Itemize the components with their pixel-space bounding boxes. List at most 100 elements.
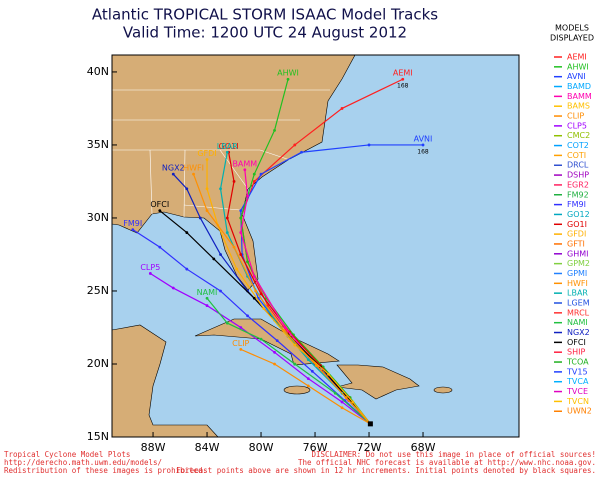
- track-label: AVNI: [414, 134, 433, 143]
- border: [183, 149, 186, 218]
- border: [149, 149, 153, 215]
- forecast-point: [306, 358, 310, 362]
- forecast-point: [235, 267, 239, 271]
- forecast-point: [252, 180, 256, 183]
- forecast-point: [300, 150, 303, 154]
- y-tick-label: 35N: [87, 138, 109, 151]
- subtitle: Valid Time: 1200 UTC 24 August 2012: [123, 24, 407, 42]
- forecast-point: [306, 384, 310, 388]
- forecast-point: [310, 369, 314, 373]
- forecast-point: [205, 304, 209, 307]
- track-label: HWFI: [183, 164, 204, 173]
- legend-label: GPMI: [567, 269, 587, 278]
- forecast-point: [327, 372, 330, 376]
- track: [206, 297, 371, 425]
- border: [219, 149, 249, 190]
- forecast-point: [171, 286, 175, 290]
- tracks: AEMI 168 AVNI 168 AHWI NGX2 GO1I BAMM OFCI FM9I CL…: [123, 69, 432, 427]
- forecast-point: [246, 314, 249, 318]
- track-label: GO1I: [219, 142, 239, 151]
- track: [192, 173, 371, 425]
- border: [112, 149, 291, 161]
- forecast-point: [273, 128, 276, 132]
- footer-right: DISCLAIMER: Do not use this image in pla…: [312, 450, 596, 459]
- land-hispaniola: [336, 364, 420, 400]
- forecast-point: [232, 180, 236, 183]
- x-tick-label: 68W: [411, 441, 436, 454]
- legend-label: TVCA: [566, 377, 589, 386]
- hour-label: 168: [397, 83, 409, 90]
- y-tick-label: 20N: [87, 357, 109, 370]
- forecast-point: [283, 326, 287, 329]
- land-puerto-rico: [433, 386, 453, 394]
- forecast-point: [306, 377, 310, 380]
- footer-right: The official NHC forecast is available a…: [298, 458, 596, 467]
- legend-title: DISPLAYED: [550, 34, 594, 43]
- legend-label: BAMD: [567, 82, 591, 91]
- legend-label: FM9I: [567, 200, 586, 209]
- legend-label: OFCI: [567, 338, 586, 347]
- forecast-point: [239, 216, 243, 220]
- legend-label: TVCE: [566, 387, 588, 396]
- forecast-point: [259, 337, 263, 341]
- legend-label: GHMI: [567, 249, 588, 258]
- footer-right: Forecast points above are shown in 12 hr…: [176, 466, 596, 475]
- forecast-point: [205, 209, 209, 213]
- footer-left: http://derecho.math.uwm.edu/models/: [4, 458, 162, 467]
- legend-label: COTI: [567, 151, 586, 160]
- forecast-point: [252, 296, 256, 300]
- forecast-point: [421, 143, 425, 147]
- track-label: NAMI: [197, 288, 218, 297]
- forecast-point: [293, 343, 297, 347]
- hour-label: 168: [417, 148, 429, 155]
- legend-label: AHWI: [567, 62, 589, 71]
- legend-label: GFDI: [567, 230, 586, 239]
- forecast-point: [239, 231, 243, 234]
- legend-label: FM92: [567, 190, 589, 199]
- forecast-point: [333, 391, 337, 395]
- forecast-point: [254, 289, 258, 293]
- legend-label: GPM2: [567, 259, 590, 268]
- forecast-point: [252, 274, 256, 278]
- legend-label: TV15: [566, 367, 588, 376]
- forecast-point: [282, 329, 286, 332]
- forecast-point: [239, 347, 243, 351]
- forecast-point: [344, 396, 348, 399]
- forecast-point: [246, 260, 249, 264]
- forecast-point: [185, 231, 189, 234]
- legend-label: DSHP: [567, 171, 589, 180]
- legend-label: GO12: [567, 210, 590, 219]
- legend-label: TCOA: [566, 358, 589, 367]
- legend-label: TVCN: [566, 397, 589, 406]
- legend-label: GO1I: [567, 220, 587, 229]
- x-tick-label: 80W: [249, 441, 274, 454]
- legend-label: COT2: [567, 141, 589, 150]
- footer-left: Redistribution of these images is prohib…: [4, 466, 207, 475]
- forecast-point: [273, 350, 276, 354]
- forecast-point: [351, 400, 355, 404]
- title: Atlantic TROPICAL STORM ISAAC Model Trac…: [92, 6, 438, 24]
- forecast-point: [246, 194, 249, 198]
- forecast-point: [158, 245, 162, 249]
- state-borders: [112, 89, 330, 218]
- forecast-point: [239, 253, 243, 256]
- forecast-point: [239, 326, 243, 329]
- initial-point: [367, 421, 373, 427]
- forecast-point: [171, 172, 175, 176]
- legend-label: GFTI: [567, 239, 585, 248]
- forecast-point: [262, 307, 266, 310]
- legend-label: NGX2: [567, 328, 590, 337]
- forecast-point: [275, 339, 279, 343]
- forecast-point: [232, 245, 236, 249]
- forecast-point: [340, 400, 344, 404]
- y-tick-label: 15N: [87, 430, 109, 443]
- track-label: OFCI: [150, 200, 169, 209]
- forecast-point: [401, 77, 405, 81]
- legend-label: AVNI: [567, 72, 586, 81]
- track-label: CLIP: [232, 339, 249, 348]
- y-tick-label: 30N: [87, 211, 109, 224]
- legend-label: MRCL: [567, 308, 590, 317]
- forecast-point: [340, 406, 344, 410]
- footer-left: Tropical Cyclone Model Plots: [4, 450, 130, 459]
